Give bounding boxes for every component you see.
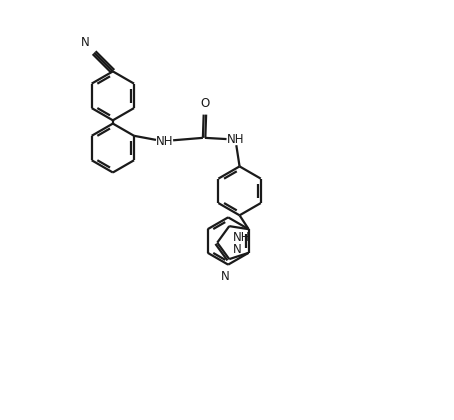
Text: NH: NH <box>232 231 250 244</box>
Text: NH: NH <box>155 135 173 147</box>
Text: N: N <box>81 37 90 50</box>
Text: N: N <box>232 243 241 256</box>
Text: O: O <box>200 97 209 110</box>
Text: N: N <box>221 270 229 283</box>
Text: NH: NH <box>227 134 244 147</box>
